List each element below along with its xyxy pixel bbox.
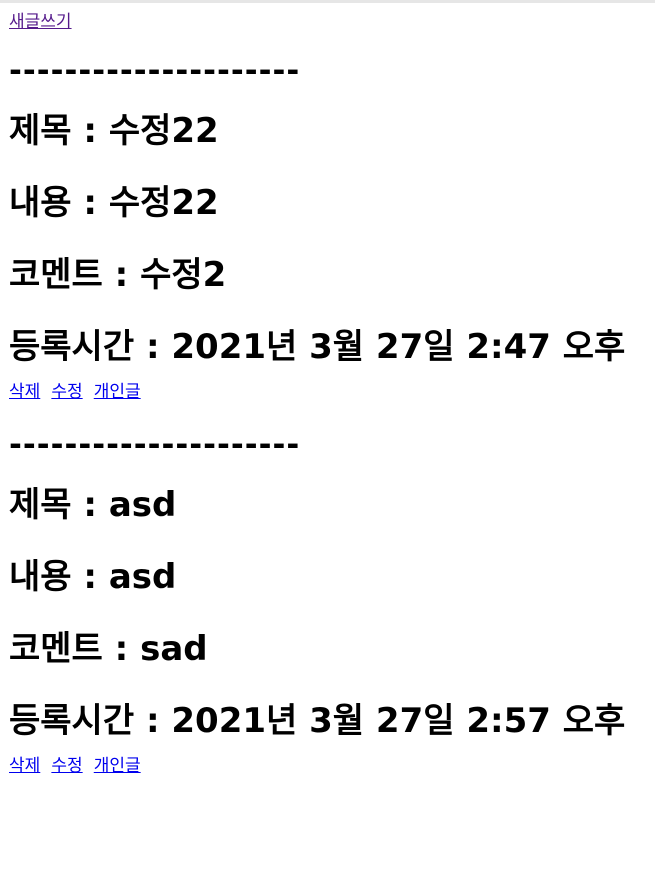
post-comment: 코멘트 : sad: [9, 629, 208, 669]
post-title: 제목 : asd: [9, 485, 177, 525]
post-content: 내용 : asd: [9, 557, 177, 597]
delete-link[interactable]: 삭제: [9, 756, 41, 776]
post-list-page: 새글쓰기 --------------------- 제목 : 수정22 내용 …: [0, 3, 655, 777]
post-actions: 삭제 수정 개인글: [9, 381, 655, 403]
new-post-link[interactable]: 새글쓰기: [9, 12, 72, 32]
post-comment: 코멘트 : 수정2: [9, 255, 227, 295]
post-separator: ---------------------: [9, 53, 301, 89]
private-post-link[interactable]: 개인글: [93, 382, 141, 402]
edit-link[interactable]: 수정: [51, 382, 83, 402]
post-item: --------------------- 제목 : 수정22 내용 : 수정2…: [9, 53, 655, 403]
post-timestamp: 등록시간 : 2021년 3월 27일 2:47 오후: [9, 327, 626, 367]
post-separator: ---------------------: [9, 427, 301, 463]
post-item: --------------------- 제목 : asd 내용 : asd …: [9, 427, 655, 777]
post-actions: 삭제 수정 개인글: [9, 755, 655, 777]
edit-link[interactable]: 수정: [51, 756, 83, 776]
post-content: 내용 : 수정22: [9, 183, 219, 223]
delete-link[interactable]: 삭제: [9, 382, 41, 402]
private-post-link[interactable]: 개인글: [93, 756, 141, 776]
post-timestamp: 등록시간 : 2021년 3월 27일 2:57 오후: [9, 701, 626, 741]
post-title: 제목 : 수정22: [9, 111, 219, 151]
